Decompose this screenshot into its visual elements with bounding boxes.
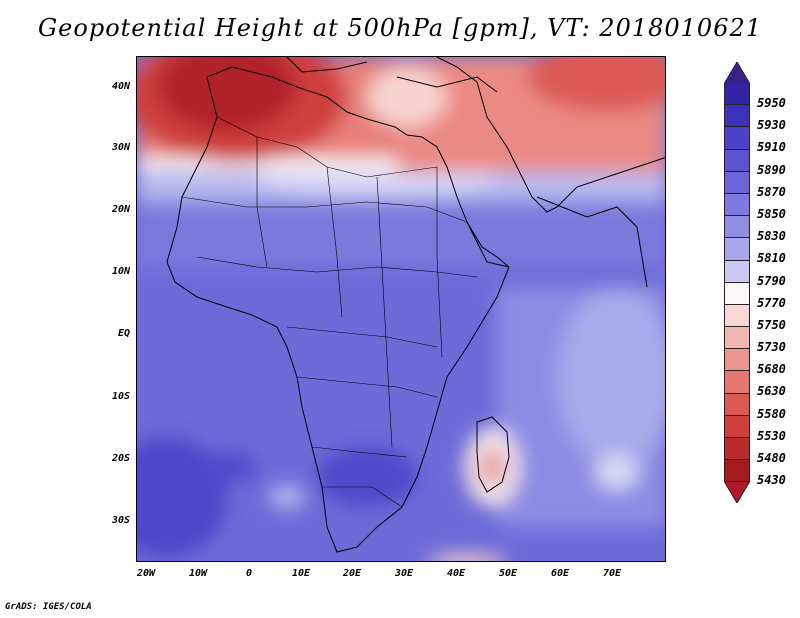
colorbar-bottom-arrow — [724, 481, 750, 504]
coastlines — [166, 57, 665, 553]
colorbar-level-label: 5830 — [757, 229, 786, 244]
colorbar-cell: 5730 — [724, 327, 786, 354]
lon-label-60e: 60E — [550, 568, 570, 579]
colorbar-top-arrow — [724, 62, 750, 84]
colorbar-cell: 5630 — [724, 371, 786, 398]
lat-label-30n: 30N — [111, 142, 130, 153]
colorbar-level-label: 5730 — [757, 340, 786, 355]
colorbar-level-label: 5480 — [757, 451, 786, 465]
colorbar-level-label: 5530 — [757, 428, 786, 443]
lon-label-40e: 40E — [446, 568, 466, 579]
lon-label-10e: 10E — [291, 568, 311, 579]
colorbar-cell: 5790 — [724, 260, 786, 288]
map-panel — [136, 56, 666, 562]
lon-label-20w: 20W — [136, 568, 156, 579]
lat-label-eq: EQ — [117, 328, 130, 339]
colorbar-cell: 5580 — [724, 393, 786, 421]
colorbar-level-label: 5810 — [757, 251, 786, 266]
colorbar-cells: 5950 5930 5910 5890 5870 5850 5830 5810 5790 5770… — [724, 83, 786, 487]
lon-label-20e: 20E — [342, 568, 362, 579]
colorbar-level-label: 5850 — [757, 206, 786, 221]
colorbar-level-label: 5910 — [757, 140, 786, 155]
colorbar-level-label: 5950 — [757, 96, 786, 110]
lon-label-30e: 30E — [394, 568, 414, 579]
colorbar-level-label: 5870 — [757, 184, 786, 199]
colorbar-cell: 5810 — [724, 238, 786, 265]
lon-label-0: 0 — [245, 568, 253, 579]
colorbar-legend: 5950 5930 5910 5890 5870 5850 5830 5810 5790 5770… — [724, 62, 786, 504]
colorbar-cell: 5430 — [724, 460, 786, 487]
lon-label-50e: 50E — [498, 568, 518, 579]
lat-label-10n: 10N — [111, 266, 130, 277]
colorbar-cell: 5930 — [724, 105, 786, 132]
colorbar-cell: 5850 — [724, 193, 786, 221]
colorbar-level-label: 5680 — [757, 362, 786, 377]
colorbar-level-label: 5630 — [757, 384, 786, 399]
colorbar-cell: 5950 — [724, 83, 786, 110]
lat-label-10s: 10S — [111, 391, 130, 402]
lon-label-70e: 70E — [602, 568, 622, 579]
colorbar-level-label: 5890 — [757, 162, 786, 177]
colorbar-level-label: 5580 — [757, 406, 786, 421]
lat-label-30s: 30S — [111, 515, 130, 526]
plot-title: Geopotential Height at 500hPa [gpm], VT:… — [38, 14, 762, 42]
colorbar-cell: 5910 — [724, 127, 786, 154]
colorbar-level-label: 5430 — [757, 473, 786, 488]
colorbar-level-label: 5750 — [757, 317, 786, 332]
colorbar-cell: 5770 — [724, 282, 786, 310]
colorbar-level-label: 5790 — [757, 273, 786, 288]
colorbar-level-label: 5770 — [757, 295, 786, 310]
colorbar-cell: 5890 — [724, 149, 786, 177]
height-field-shading — [137, 57, 665, 561]
colorbar-cell: 5750 — [724, 304, 786, 332]
colorbar-cell: 5480 — [724, 438, 786, 465]
colorbar-cell: 5830 — [724, 216, 786, 243]
colorbar-cell: 5680 — [724, 349, 786, 376]
grads-credit: GrADS: IGES/COLA — [5, 602, 92, 612]
geopotential-map — [137, 57, 665, 561]
country-borders — [181, 116, 478, 508]
lat-label-20n: 20N — [111, 204, 130, 215]
lon-label-10w: 10W — [188, 568, 208, 579]
colorbar-level-label: 5930 — [757, 118, 786, 133]
lat-label-20s: 20S — [111, 453, 130, 464]
colorbar-cell: 5530 — [724, 415, 786, 443]
lat-label-40n: 40N — [111, 81, 130, 92]
colorbar-cell: 5870 — [724, 171, 786, 199]
